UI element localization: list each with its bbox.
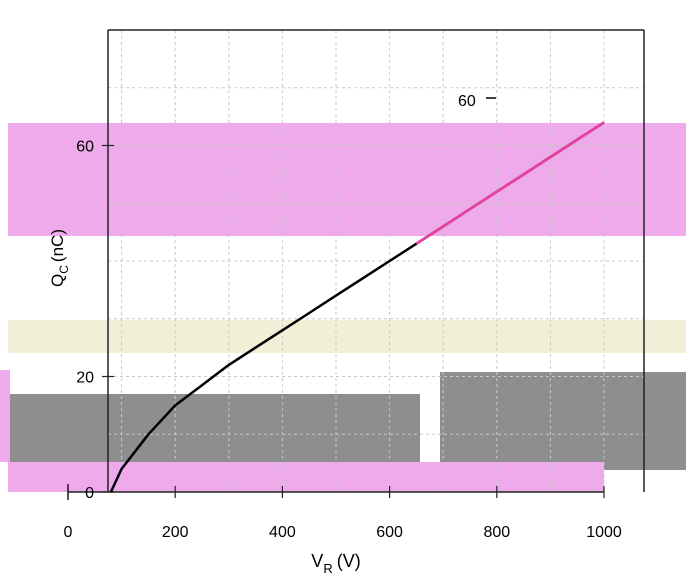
gray-band-left xyxy=(8,394,420,470)
y-axis-label-main: Q xyxy=(48,274,67,287)
axes: 0 200 400 600 800 1000 0 20 60 xyxy=(64,139,622,542)
y-tick-label: 20 xyxy=(76,370,94,387)
y-axis-label: QC (nC) xyxy=(48,229,71,287)
y-tick-label: 0 xyxy=(85,485,94,502)
y-axis-label-unit: (nC) xyxy=(48,229,67,262)
x-axis-label-unit: (V) xyxy=(337,551,361,571)
series-layer xyxy=(109,121,605,493)
series-highlight xyxy=(415,121,605,245)
x-tick-label: 0 xyxy=(64,524,73,541)
x-axis-label: VR (V) xyxy=(311,551,360,576)
annotation-60: 60 xyxy=(458,93,476,110)
pink-band-bottom xyxy=(8,462,604,492)
x-tick-label: 400 xyxy=(269,524,296,541)
svg-text:QC(nC): QC (nC) xyxy=(48,229,71,287)
x-axis-label-main: V xyxy=(311,551,323,571)
x-tick-label: 800 xyxy=(483,524,510,541)
x-tick-label: 200 xyxy=(162,524,189,541)
y-tick-label: 60 xyxy=(76,139,94,156)
plot-frame xyxy=(107,29,645,492)
cream-band xyxy=(8,320,686,353)
pink-band-left-edge xyxy=(0,370,10,462)
x-axis-label-sub: R xyxy=(323,561,332,576)
pink-band-top xyxy=(8,123,686,236)
gray-band-right xyxy=(440,372,686,470)
x-tick-label: 600 xyxy=(376,524,403,541)
x-tick-label: 1000 xyxy=(586,524,622,541)
y-axis-label-sub: C xyxy=(57,265,71,274)
